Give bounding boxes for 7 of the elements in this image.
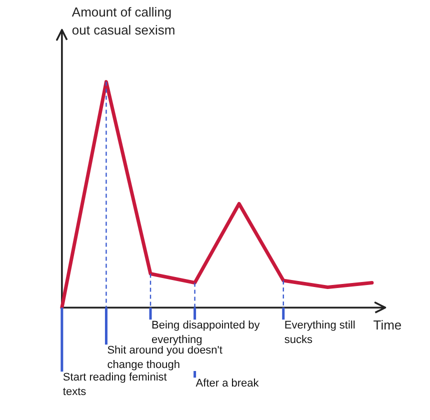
- text: Everything still sucks: [284, 320, 356, 346]
- text: Start reading feminist texts: [62, 372, 167, 398]
- text: Shit around you doesn't change though: [107, 344, 222, 371]
- y-axis-title: Amount of calling out casual sexism: [72, 4, 176, 38]
- text: After a break: [196, 378, 260, 390]
- x-axis-title: Time: [373, 318, 402, 333]
- text: Being disappointed by everything: [152, 320, 260, 346]
